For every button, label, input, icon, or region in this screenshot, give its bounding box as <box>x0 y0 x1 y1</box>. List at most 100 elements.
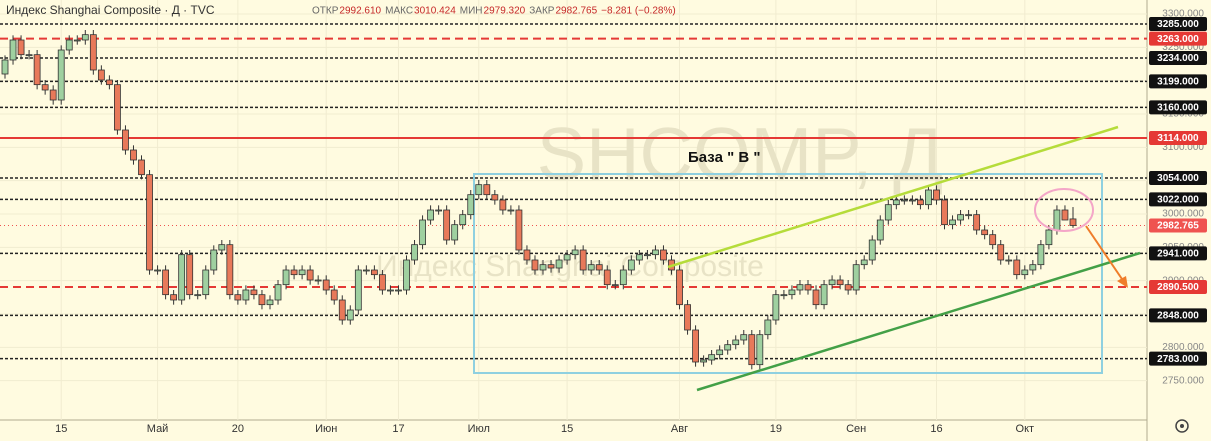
candle-body <box>547 264 555 269</box>
candle-body <box>290 269 298 276</box>
y-tick-label: 3250.000 <box>1162 42 1204 53</box>
level-label: 2890.500 <box>1157 282 1199 293</box>
candle-body <box>708 354 716 361</box>
candle-body <box>483 184 491 196</box>
axis-labels: 2750.0002800.0002850.0002900.0002950.000… <box>55 9 1207 435</box>
candle-body <box>772 294 780 321</box>
candle-body <box>250 289 258 296</box>
level-label: 3263.000 <box>1157 34 1199 45</box>
candle-body <box>595 264 603 271</box>
candle-body <box>539 264 547 271</box>
candle-body <box>884 204 892 221</box>
level-label-bg <box>1149 74 1207 89</box>
candle-body <box>652 249 659 256</box>
candle-body <box>491 194 499 201</box>
candle-body <box>411 244 418 261</box>
readout-value: 2982.765 <box>555 6 597 17</box>
level-label-bg <box>1149 308 1207 323</box>
candle-body <box>73 39 81 42</box>
candle-body <box>965 214 972 217</box>
candle-body <box>354 269 362 311</box>
candle-body <box>860 259 868 266</box>
level-label: 3199.000 <box>1157 76 1199 87</box>
candle-body <box>130 149 137 161</box>
candle-body <box>635 254 643 261</box>
candle-body <box>234 294 242 301</box>
candle-body <box>362 269 370 272</box>
candle-body <box>427 209 434 221</box>
readout-value: 3010.424 <box>414 6 456 17</box>
level-label-bg <box>1149 351 1207 366</box>
candle-body <box>876 219 884 241</box>
last-price-bg <box>1149 218 1207 233</box>
candle-body <box>226 244 234 296</box>
candle-body <box>1005 259 1013 262</box>
candle-body <box>917 199 924 206</box>
level-label: 3022.000 <box>1157 194 1199 205</box>
x-tick-label: 19 <box>770 423 782 435</box>
time-axis <box>0 420 1147 441</box>
candle-body <box>868 239 876 261</box>
candle-body <box>218 244 226 251</box>
candle-body <box>732 339 740 346</box>
gear-icon[interactable] <box>1175 419 1189 433</box>
candle-body <box>716 349 724 356</box>
candle-body <box>579 249 587 271</box>
candles <box>1 30 1077 370</box>
candle-body <box>563 254 571 261</box>
candle-body <box>692 329 699 363</box>
readout-key: МИН <box>460 6 483 17</box>
candle-body <box>852 264 860 291</box>
settings-button[interactable] <box>1175 419 1189 433</box>
candle-body <box>997 244 1005 261</box>
candle-body <box>1053 209 1061 231</box>
highlight-circle <box>1034 188 1094 232</box>
level-label: 3114.000 <box>1157 133 1199 144</box>
candle-body <box>603 269 611 286</box>
x-tick-label: Авг <box>671 423 688 435</box>
candle-body <box>780 294 788 297</box>
candle-body <box>49 89 57 101</box>
candle-body <box>65 39 73 51</box>
y-tick-label: 3300.000 <box>1162 9 1204 20</box>
candle-body <box>908 199 916 202</box>
candle-body <box>1029 264 1037 271</box>
candle-body <box>925 189 932 206</box>
x-tick-label: 16 <box>930 423 942 435</box>
candle-body <box>933 189 940 201</box>
level-label-bg <box>1149 246 1207 261</box>
candle-body <box>459 214 467 226</box>
candle-body <box>836 279 844 286</box>
x-tick-label: 15 <box>561 423 573 435</box>
candle-body <box>627 259 635 271</box>
candle-body <box>764 319 772 336</box>
candle-body <box>41 84 49 91</box>
candle-body <box>475 184 483 196</box>
candle-body <box>379 274 386 291</box>
level-label-bg <box>1149 51 1207 65</box>
candle-body <box>820 284 828 306</box>
y-tick-label: 2800.000 <box>1162 342 1204 353</box>
annotation: База " В " <box>688 149 760 166</box>
candle-body <box>844 284 852 291</box>
candle-body <box>740 334 748 341</box>
readout: ОТКР 2992.610 МАКС 3010.424 МИН 2979.320 ЗАКР 2… <box>312 6 676 17</box>
level-label-bg <box>1149 192 1207 207</box>
gear-center[interactable] <box>1180 424 1184 428</box>
candle-body <box>274 284 282 301</box>
candle-body <box>387 289 394 292</box>
candle-body <box>57 49 65 101</box>
candle-body <box>1 59 9 75</box>
candle-body <box>571 249 579 256</box>
y-tick-label: 3000.000 <box>1162 209 1204 220</box>
candle-body <box>9 39 17 61</box>
candle-body <box>644 254 651 257</box>
candle-body <box>812 289 820 306</box>
candle-body <box>97 69 105 81</box>
candle-body <box>170 294 178 301</box>
candle-body <box>178 254 186 301</box>
x-tick-label: Май <box>147 423 169 435</box>
level-label: 2848.000 <box>1157 310 1199 321</box>
candle-body <box>957 214 964 221</box>
